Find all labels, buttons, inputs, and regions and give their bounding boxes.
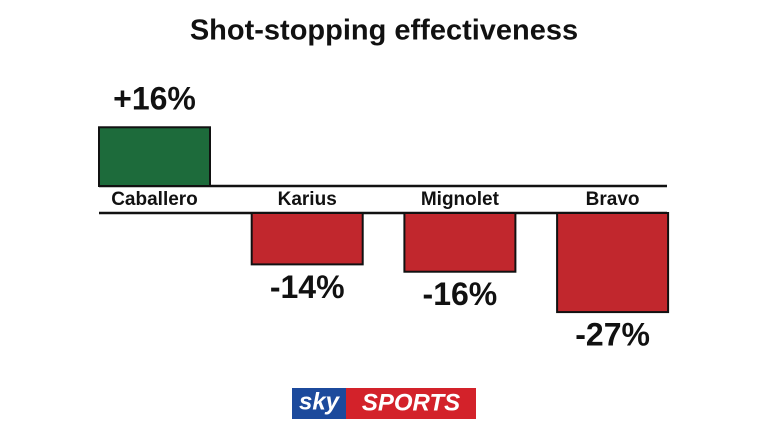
category-label: Bravo — [586, 189, 640, 210]
value-label: -14% — [270, 269, 345, 305]
value-label: -27% — [575, 317, 650, 353]
logo-sky-box — [292, 388, 346, 419]
value-label: -16% — [423, 276, 498, 312]
bar — [98, 126, 211, 187]
category-label: Caballero — [111, 189, 198, 210]
category-label: Karius — [278, 189, 337, 210]
logo: sky SPORTS — [292, 388, 476, 419]
chart-title: Shot-stopping effectiveness — [190, 15, 578, 47]
logo-sky: sky — [299, 388, 341, 415]
bar — [556, 212, 670, 314]
logo-sports: SPORTS — [362, 389, 460, 416]
bar — [403, 212, 517, 273]
category-label: Mignolet — [421, 189, 500, 210]
logo-sports-box — [346, 388, 476, 419]
value-label: +16% — [113, 81, 196, 117]
bar — [250, 212, 364, 266]
